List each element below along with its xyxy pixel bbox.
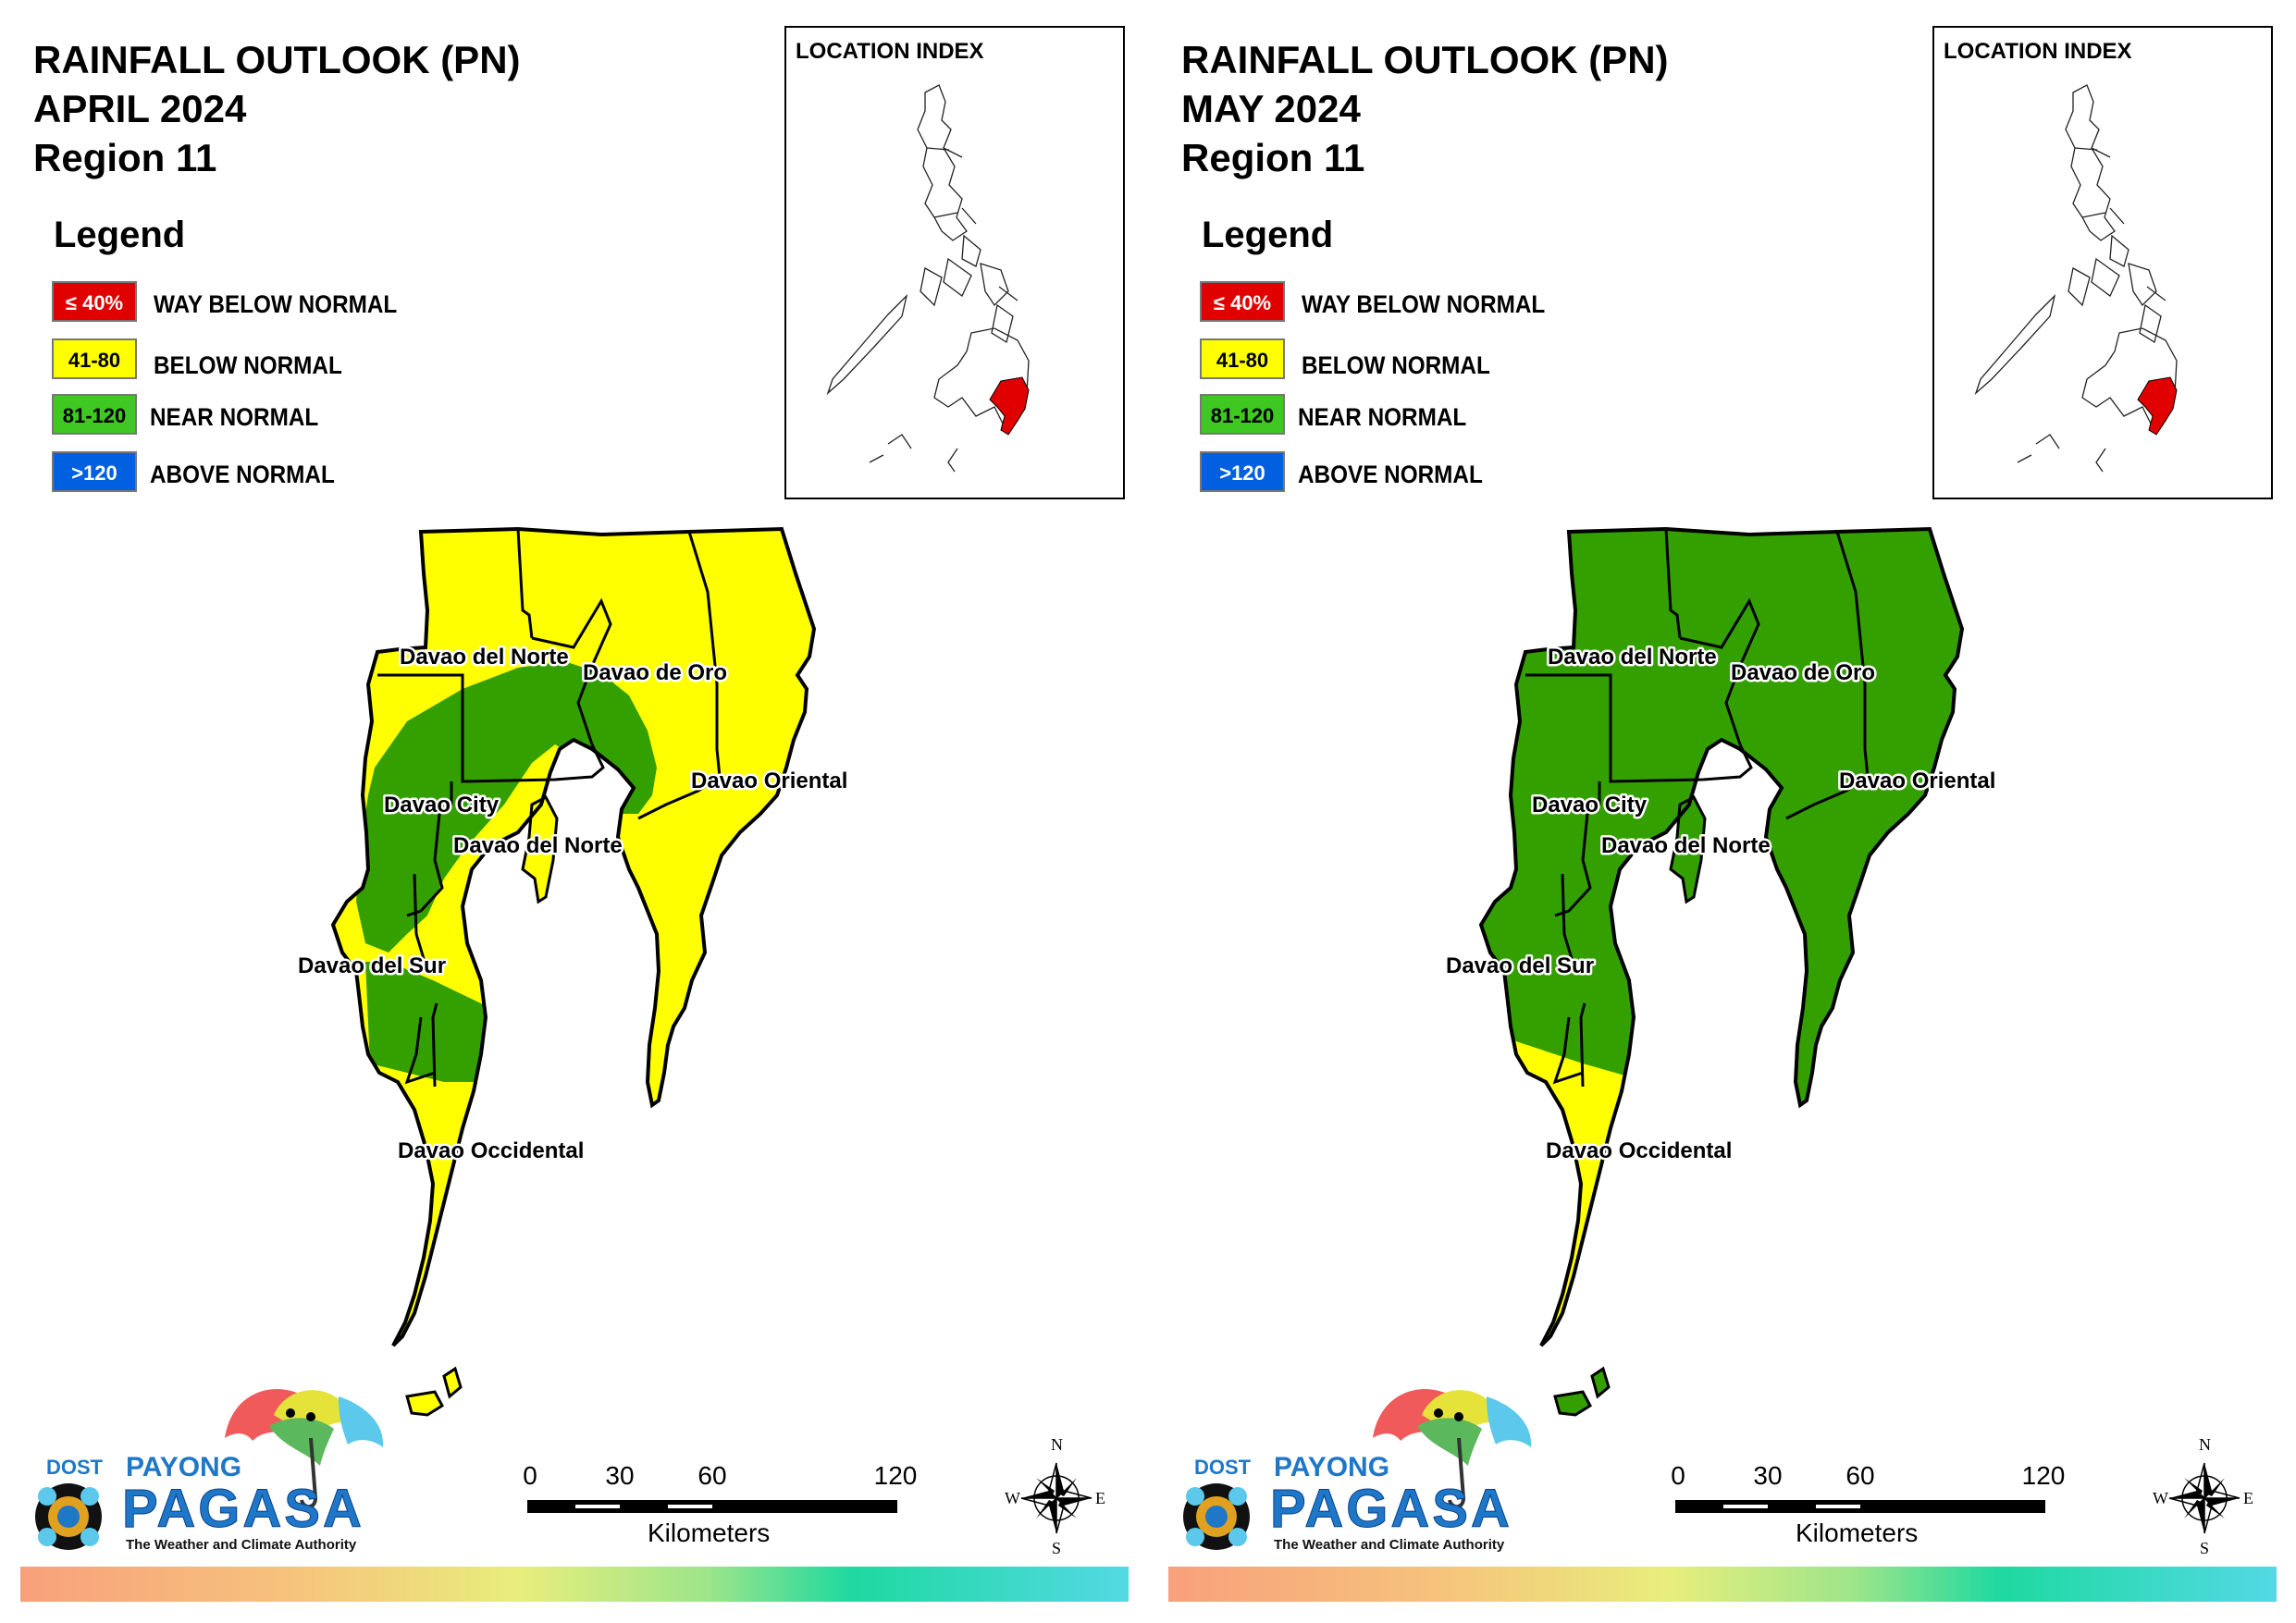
- legend-swatch: 81-120: [1200, 394, 1285, 435]
- north-arrow-icon: N E S W: [1005, 1435, 1105, 1557]
- scale-tick: 30: [1753, 1461, 1783, 1490]
- compass-w: W: [1005, 1489, 1020, 1507]
- samal-island: [1669, 794, 1707, 904]
- legend-swatch: >120: [52, 451, 137, 492]
- location-index-title: LOCATION INDEX: [796, 39, 984, 64]
- payong-pagasa-logo: DOST PAYONG PAGASA The Weather and Clima…: [33, 1387, 403, 1563]
- scale-bar-graphic: [1675, 1500, 2045, 1513]
- compass-s: S: [1052, 1539, 1062, 1557]
- small-island: [405, 1366, 463, 1417]
- label-davao-oriental: Davao Oriental: [691, 768, 847, 793]
- scale-tick: 60: [697, 1461, 727, 1490]
- legend-label: NEAR NORMAL: [1298, 403, 1467, 431]
- label-davao-del-norte: Davao del Norte: [400, 645, 569, 670]
- logo-pagasa: PAGASA: [1270, 1479, 1512, 1540]
- compass-e: E: [2243, 1489, 2253, 1507]
- scale-bar-graphic: [527, 1500, 897, 1513]
- logo-payong: PAYONG: [126, 1452, 242, 1482]
- label-davao-del-norte-2: Davao del Norte: [453, 833, 623, 858]
- legend-title: Legend: [54, 215, 186, 255]
- label-davao-del-sur: Davao del Sur: [1446, 953, 1594, 978]
- region-11-map: Davao del Norte Davao de Oro Davao Orien…: [1444, 526, 1998, 1417]
- legend-label: ABOVE NORMAL: [150, 461, 335, 488]
- compass-e: E: [1095, 1489, 1105, 1507]
- scale-tick: 120: [873, 1461, 918, 1490]
- scale-tick: 30: [605, 1461, 635, 1490]
- logo-payong: PAYONG: [1274, 1452, 1390, 1482]
- legend-swatch: >120: [1200, 451, 1285, 492]
- label-davao-occidental: Davao Occidental: [1546, 1138, 1732, 1163]
- title-line-3: Region 11: [33, 136, 217, 179]
- scale-unit: Kilometers: [1796, 1518, 1919, 1547]
- legend-label: WAY BELOW NORMAL: [1302, 290, 1546, 318]
- region-11-highlight: [2137, 376, 2178, 436]
- scale-tick: 0: [523, 1461, 537, 1490]
- logo-pagasa: PAGASA: [122, 1479, 364, 1540]
- label-davao-oriental: Davao Oriental: [1839, 768, 1995, 793]
- scale-bar: 0 30 60 120 Kilometers: [1671, 1461, 2082, 1547]
- title-line-2: MAY 2024: [1181, 87, 1361, 130]
- legend-title: Legend: [1202, 215, 1334, 255]
- title-line-1: RAINFALL OUTLOOK (PN): [33, 38, 521, 81]
- label-davao-city: Davao City: [1532, 793, 1648, 818]
- label-davao-del-norte-2: Davao del Norte: [1601, 833, 1771, 858]
- logo-dost: DOST: [1194, 1456, 1252, 1479]
- label-davao-de-oro: Davao de Oro: [1731, 660, 1875, 685]
- legend-label: ABOVE NORMAL: [1298, 461, 1483, 488]
- legend-label: WAY BELOW NORMAL: [154, 290, 398, 318]
- region-11-map: Davao del Norte Davao de Oro Davao Orien…: [298, 526, 848, 1417]
- legend-swatch: 41-80: [1200, 338, 1285, 379]
- location-index-map: LOCATION INDEX: [784, 26, 1125, 499]
- legend-swatch: ≤ 40%: [52, 281, 137, 322]
- label-davao-occidental: Davao Occidental: [398, 1138, 584, 1163]
- region-11-highlight: [989, 376, 1030, 436]
- philippines-outline: [826, 84, 1030, 473]
- payong-pagasa-logo: DOST PAYONG PAGASA The Weather and Clima…: [1181, 1387, 1551, 1563]
- logo-dost: DOST: [46, 1456, 104, 1479]
- label-davao-del-norte: Davao del Norte: [1548, 645, 1717, 670]
- location-index-map: LOCATION INDEX: [1932, 26, 2273, 499]
- outlook-panel-2: RAINFALL OUTLOOK (PN) MAY 2024 Region 11…: [1148, 0, 2296, 1623]
- north-arrow-icon: N E S W: [2153, 1435, 2253, 1557]
- compass-w: W: [2153, 1489, 2168, 1507]
- footer-gradient-bar: [1168, 1567, 2277, 1602]
- logo-tagline: The Weather and Climate Authority: [1274, 1537, 1505, 1553]
- legend-label: BELOW NORMAL: [154, 351, 342, 379]
- legend-swatch: 81-120: [52, 394, 137, 435]
- logo-tagline: The Weather and Climate Authority: [126, 1537, 357, 1553]
- location-index-title: LOCATION INDEX: [1944, 39, 2132, 64]
- samal-island: [521, 794, 559, 904]
- rainfall-band: [356, 661, 657, 953]
- compass-n: N: [2199, 1435, 2211, 1454]
- title-line-1: RAINFALL OUTLOOK (PN): [1181, 38, 1669, 81]
- legend-label: BELOW NORMAL: [1302, 351, 1490, 379]
- label-davao-city: Davao City: [384, 793, 500, 818]
- region-outline: [330, 526, 817, 1347]
- map-title: RAINFALL OUTLOOK (PN) MAY 2024 Region 11: [1181, 35, 1669, 182]
- scale-tick: 120: [2021, 1461, 2066, 1490]
- compass-n: N: [1051, 1435, 1063, 1454]
- map-title: RAINFALL OUTLOOK (PN) APRIL 2024 Region …: [33, 35, 521, 182]
- title-line-2: APRIL 2024: [33, 87, 247, 130]
- region-outline: [1478, 526, 1965, 1347]
- title-line-3: Region 11: [1181, 136, 1365, 179]
- scale-bar: 0 30 60 120 Kilometers: [523, 1461, 934, 1547]
- legend-swatch: ≤ 40%: [1200, 281, 1285, 322]
- philippines-outline: [1974, 84, 2178, 473]
- scale-tick: 60: [1845, 1461, 1875, 1490]
- footer-gradient-bar: [20, 1567, 1129, 1602]
- legend-label: NEAR NORMAL: [150, 403, 319, 431]
- rainfall-band-south: [1500, 1036, 1666, 1346]
- rainfall-band: [1504, 661, 1805, 953]
- small-island: [1553, 1366, 1611, 1417]
- outlook-panel-1: RAINFALL OUTLOOK (PN) APRIL 2024 Region …: [20, 26, 1129, 1602]
- label-davao-del-sur: Davao del Sur: [298, 953, 446, 978]
- scale-tick: 0: [1671, 1461, 1685, 1490]
- scale-unit: Kilometers: [648, 1518, 771, 1547]
- compass-s: S: [2200, 1539, 2210, 1557]
- legend-swatch: 41-80: [52, 338, 137, 379]
- label-davao-de-oro: Davao de Oro: [583, 660, 727, 685]
